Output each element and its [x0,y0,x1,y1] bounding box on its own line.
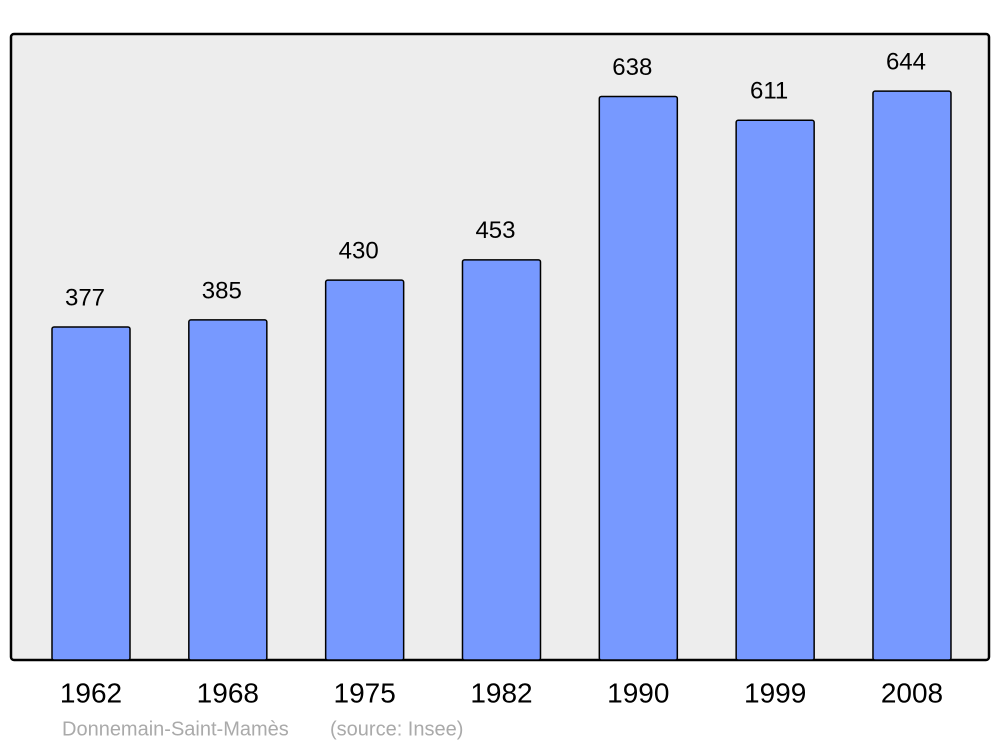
value-label: 385 [202,277,242,304]
value-label: 638 [612,54,652,81]
x-tick-label: 2008 [881,677,943,708]
bar [598,95,679,661]
x-tick-label: 1962 [60,677,122,708]
bar [872,90,952,661]
x-tick-label: 1968 [197,677,259,708]
x-tick-label: 1975 [334,677,396,708]
value-label: 611 [750,78,788,105]
x-tick-label: 1990 [607,677,669,708]
value-label: 430 [339,238,379,265]
bar [188,319,268,661]
value-label: 377 [65,284,105,311]
bar [51,326,131,661]
bar [735,119,815,661]
source: (source: Insee) [330,718,463,740]
value-label: 644 [886,48,926,75]
value-label: 453 [475,217,515,244]
x-tick-label: 1982 [470,677,532,708]
bar [324,279,405,661]
bar [461,259,542,661]
caption: Donnemain-Saint-Mamès [62,718,289,740]
x-tick-label: 1999 [744,677,806,708]
